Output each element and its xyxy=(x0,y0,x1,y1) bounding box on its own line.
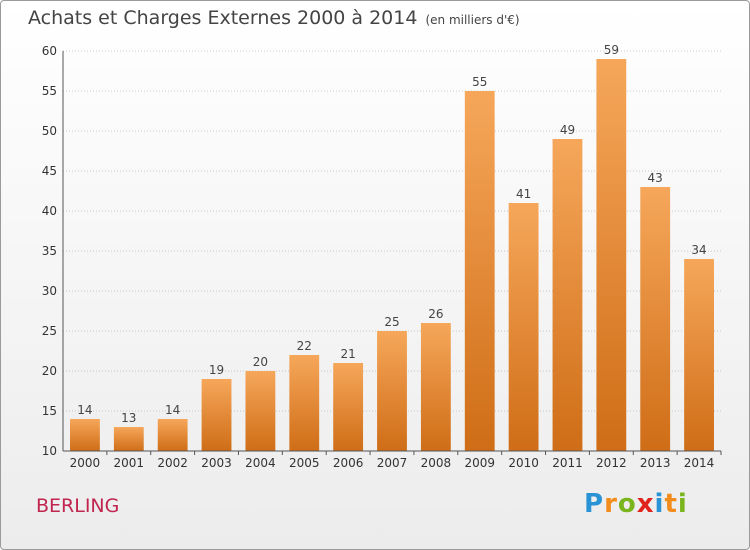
bar-value-label: 25 xyxy=(384,315,399,329)
x-tick-label: 2005 xyxy=(289,456,320,470)
bar-value-label: 59 xyxy=(604,43,619,57)
bar-2010 xyxy=(508,203,539,451)
x-tick-label: 2011 xyxy=(552,456,583,470)
chart-title: Achats et Charges Externes 2000 à 2014 (e… xyxy=(28,7,520,29)
x-tick-label: 2013 xyxy=(640,456,671,470)
bar-2002 xyxy=(157,419,188,451)
x-tick-label: 2006 xyxy=(333,456,364,470)
bar-value-label: 13 xyxy=(121,411,136,425)
x-tick-label: 2002 xyxy=(157,456,188,470)
bar-2014 xyxy=(684,259,714,451)
x-tick-label: 2014 xyxy=(684,456,715,470)
bar-value-label: 14 xyxy=(165,403,180,417)
x-tick-label: 2003 xyxy=(201,456,232,470)
y-tick-label: 15 xyxy=(42,404,57,418)
bar-2005 xyxy=(289,355,320,451)
bar-2007 xyxy=(377,331,407,451)
x-tick-label: 2001 xyxy=(114,456,145,470)
logo-letter: i xyxy=(654,489,665,519)
bar-value-label: 43 xyxy=(648,171,663,185)
y-tick-label: 40 xyxy=(42,204,57,218)
proxiti-logo: Proxiti xyxy=(584,489,688,519)
bar-2011 xyxy=(552,139,583,451)
bar-2001 xyxy=(113,427,144,451)
bar-2008 xyxy=(420,323,451,451)
y-tick-label: 30 xyxy=(42,284,57,298)
bar-value-label: 55 xyxy=(472,75,487,89)
x-tick-label: 2012 xyxy=(596,456,627,470)
axes-group: 10 15 20 25 30 35 40 45 50 55 60 2000 2001 2002 2003 20… xyxy=(42,44,722,470)
logo-letter: t xyxy=(664,489,678,519)
y-tick-label: 35 xyxy=(42,244,57,258)
x-tick-label: 2009 xyxy=(464,456,495,470)
bar-value-label: 41 xyxy=(516,187,531,201)
bar-value-label: 20 xyxy=(253,355,268,369)
bar-2006 xyxy=(333,363,364,451)
bar-value-label: 21 xyxy=(340,347,355,361)
bar-value-label: 14 xyxy=(77,403,92,417)
bar-2009 xyxy=(464,91,495,451)
bar-value-label: 22 xyxy=(297,339,312,353)
bar-value-label: 34 xyxy=(691,243,706,257)
bar-2003 xyxy=(201,379,232,451)
x-tick-label: 2007 xyxy=(377,456,408,470)
y-tick-label: 25 xyxy=(42,324,57,338)
logo-letter: P xyxy=(584,489,605,519)
bar-value-label: 49 xyxy=(560,123,575,137)
commune-name: BERLING xyxy=(36,495,120,517)
logo-letter: i xyxy=(677,489,688,519)
bar-2013 xyxy=(640,187,671,451)
y-tick-label: 50 xyxy=(42,124,57,138)
y-tick-label: 55 xyxy=(42,84,57,98)
x-tick-label: 2004 xyxy=(245,456,276,470)
x-tick-label: 2000 xyxy=(70,456,101,470)
bar-2012 xyxy=(596,59,627,451)
unit-text: (en milliers d'€) xyxy=(425,13,520,27)
bars-group: 14 13 14 19 20 22 21 25 26 55 41 49 59 43 34 xyxy=(70,43,714,451)
title-text: Achats et Charges Externes 2000 à 2014 xyxy=(28,7,418,29)
bar-value-label: 26 xyxy=(428,307,443,321)
logo-letter: r xyxy=(604,489,618,519)
y-tick-label: 20 xyxy=(42,364,57,378)
x-tick-label: 2010 xyxy=(508,456,539,470)
bar-value-label: 19 xyxy=(209,363,224,377)
bar-2000 xyxy=(70,419,100,451)
x-tick-label: 2008 xyxy=(421,456,452,470)
bar-2004 xyxy=(245,371,276,451)
logo-letter: o xyxy=(617,489,637,519)
y-tick-label: 60 xyxy=(42,44,57,58)
y-tick-label: 10 xyxy=(42,444,57,458)
y-tick-label: 45 xyxy=(42,164,57,178)
logo-letter: x xyxy=(636,489,655,519)
